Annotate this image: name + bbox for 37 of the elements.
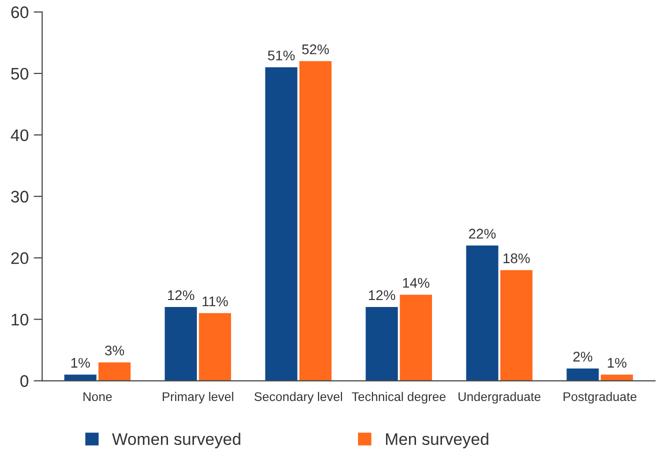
y-tick-label: 20 (11, 252, 28, 264)
bar (566, 368, 599, 381)
x-tick-label: Primary level (162, 392, 234, 404)
data-label: 14% (403, 278, 430, 288)
data-label: 1% (608, 358, 626, 368)
bar (466, 246, 498, 381)
data-label: 12% (168, 290, 194, 300)
bar (500, 270, 532, 381)
bar (98, 362, 131, 381)
data-label: 51% (268, 50, 295, 60)
y-tick-label: 50 (11, 68, 28, 80)
data-label: 1% (71, 358, 90, 368)
bar (299, 61, 332, 381)
bar (164, 307, 197, 381)
bar (198, 313, 232, 381)
legend-label: Men surveyed (386, 432, 488, 448)
data-label: 18% (504, 253, 530, 264)
x-tick-label: Undergraduate (458, 392, 540, 404)
x-tick-label: Secondary level (254, 392, 342, 404)
x-tick-label: None (84, 392, 112, 402)
bar (400, 294, 432, 381)
y-tick-label: 10 (12, 314, 28, 326)
x-tick-label: Postgraduate (564, 392, 636, 404)
y-tick-label: 60 (11, 6, 28, 18)
bar (366, 307, 398, 381)
data-label: 12% (368, 290, 396, 300)
y-tick-label: 40 (10, 129, 28, 142)
data-label: 2% (573, 352, 592, 362)
data-label: 22% (469, 228, 496, 239)
x-tick-label: Technical degree (352, 392, 446, 404)
data-label: 11% (202, 296, 228, 306)
bar (265, 67, 298, 381)
y-tick-label: 30 (11, 190, 28, 203)
data-label: 3% (105, 346, 124, 356)
y-tick-label: 0 (20, 375, 28, 387)
data-label: 52% (302, 44, 329, 54)
legend-label: Women surveyed (112, 432, 240, 448)
